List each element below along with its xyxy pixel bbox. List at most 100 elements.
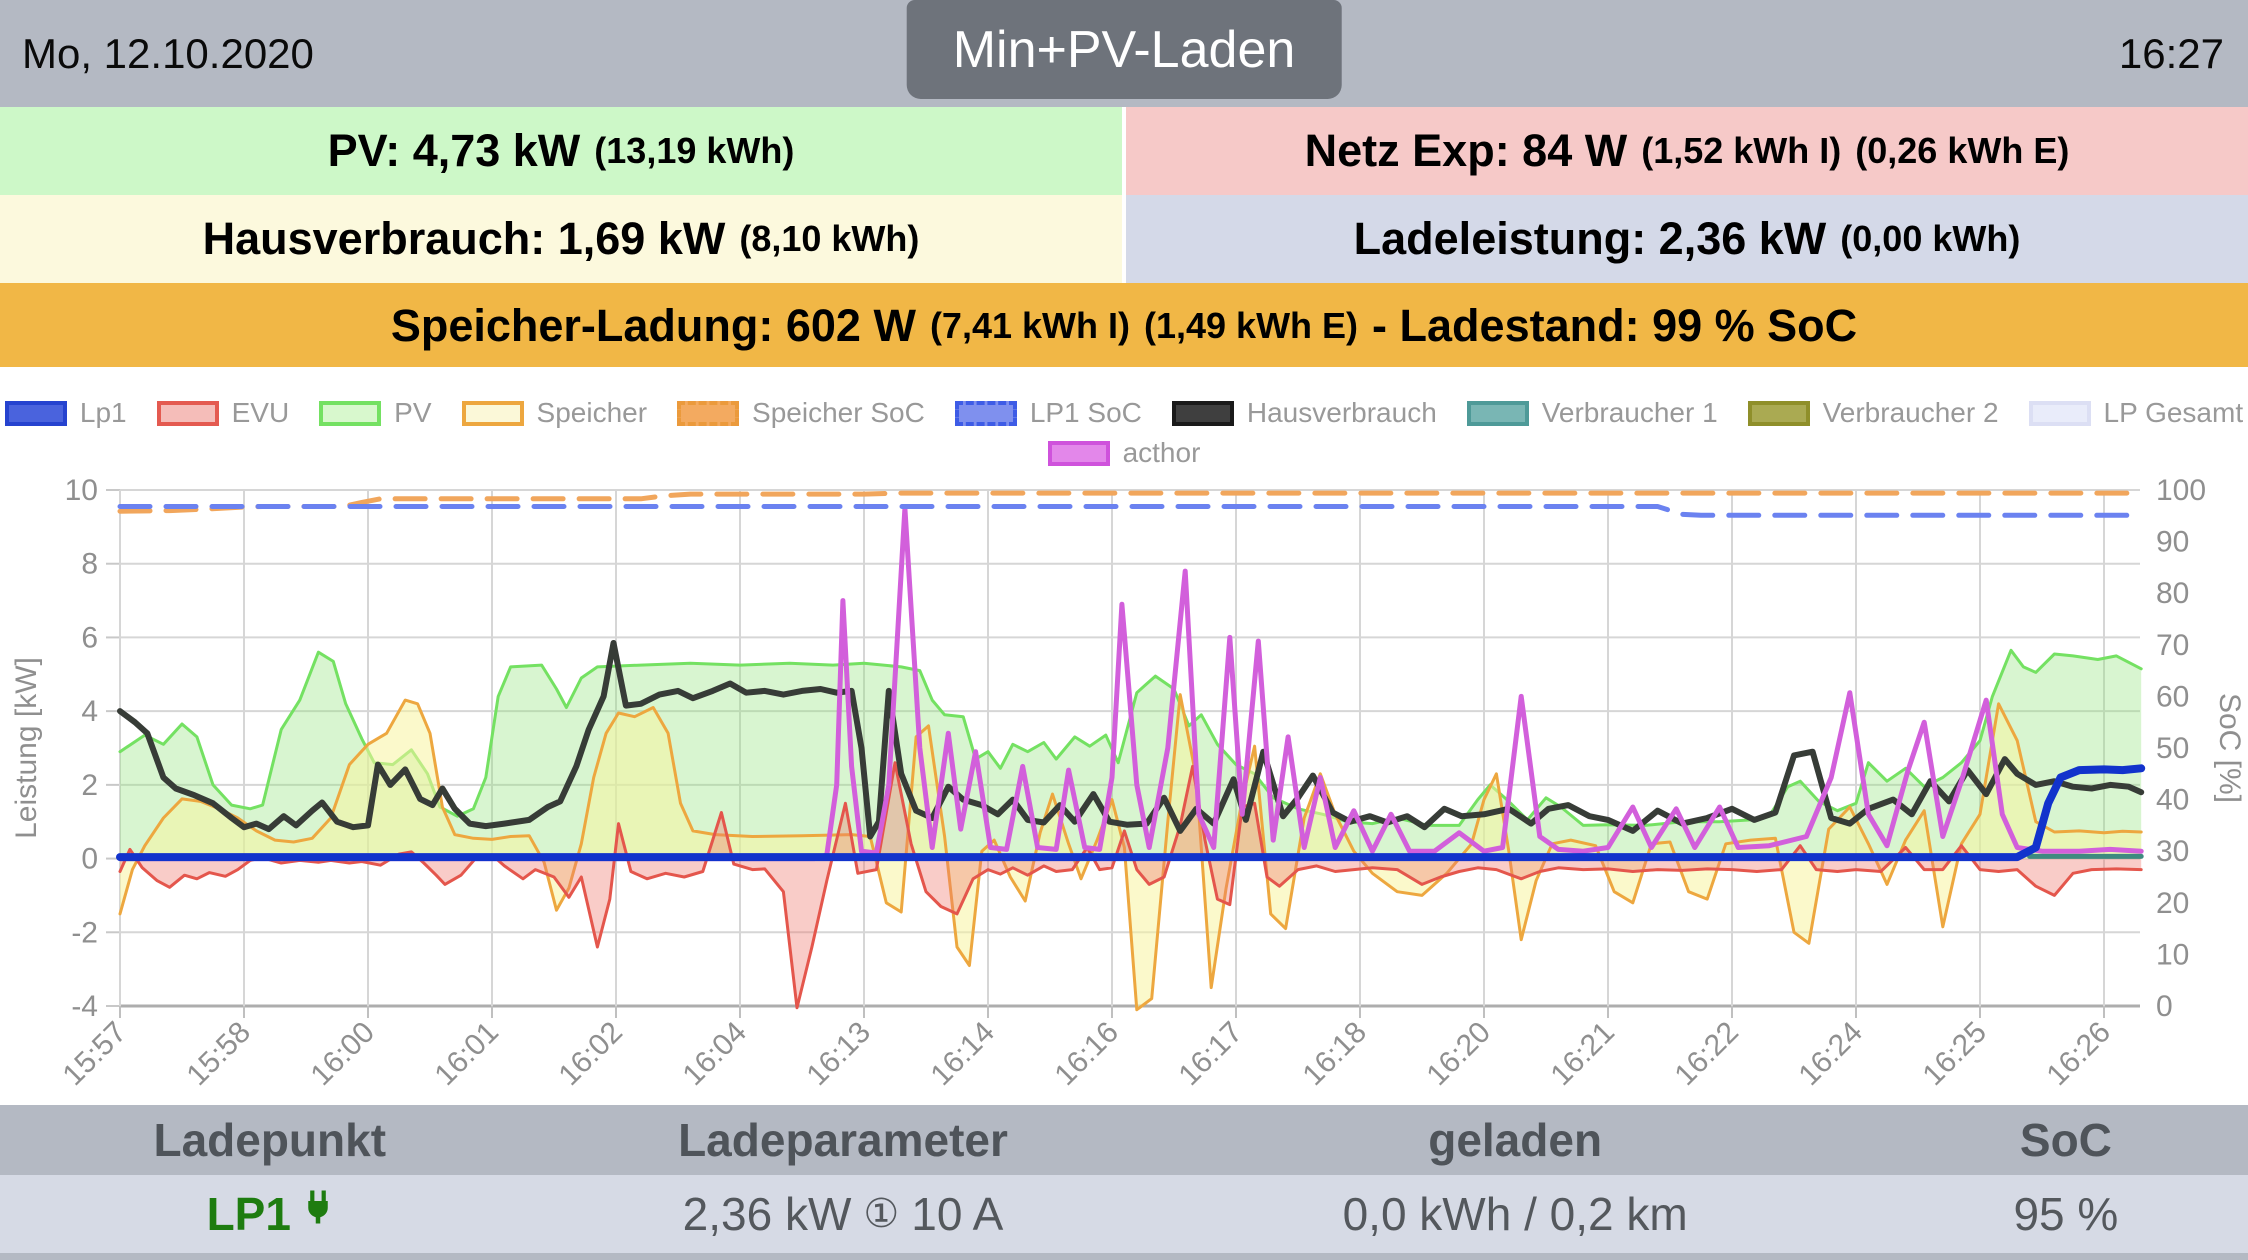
soc-cell: 95 % xyxy=(2013,1188,2119,1240)
svg-text:16:02: 16:02 xyxy=(553,1016,629,1092)
svg-text:0: 0 xyxy=(2156,990,2173,1023)
battery-soc: - Ladestand: 99 % SoC xyxy=(1372,299,1858,351)
table-row: LP1 2,36 kW ① 10 A 0,0 kWh / 0,2 km 95 % xyxy=(0,1175,2248,1253)
chargepoint-cell[interactable]: LP1 xyxy=(0,1187,540,1241)
house-power: Hausverbrauch: 1,69 kW xyxy=(202,213,726,264)
legend-swatch xyxy=(1047,440,1110,466)
svg-text:16:14: 16:14 xyxy=(925,1016,1001,1092)
grid-export-energy: (0,26 kWh E) xyxy=(1855,130,2070,171)
bottom-strip xyxy=(0,1253,2248,1260)
legend-swatch xyxy=(4,400,67,426)
legend-swatch xyxy=(319,400,382,426)
legend-item-speicher[interactable]: Speicher xyxy=(461,397,647,429)
phase-count-icon: ① xyxy=(863,1192,900,1236)
chart-legend-row-2: acthor xyxy=(0,433,2248,473)
legend-swatch xyxy=(1747,400,1810,426)
charge-energy: (0,00 kWh) xyxy=(1840,218,2021,259)
legend-item-lp1[interactable]: Lp1 xyxy=(4,397,127,429)
svg-text:16:25: 16:25 xyxy=(1917,1016,1993,1092)
charge-current-value: 10 A xyxy=(911,1188,1004,1240)
svg-text:-4: -4 xyxy=(71,990,98,1023)
svg-text:8: 8 xyxy=(81,548,98,581)
legend-item-acthor[interactable]: acthor xyxy=(1047,437,1200,469)
header-soc: SoC xyxy=(2019,1114,2112,1166)
legend-label: Verbraucher 1 xyxy=(1541,397,1718,428)
legend-item-speicher-soc[interactable]: Speicher SoC xyxy=(677,397,925,429)
legend-item-pv[interactable]: PV xyxy=(319,397,432,429)
chart-legend-row-1: Lp1 EVU PV Speicher Speicher SoC LP1 SoC Hausv… xyxy=(0,367,2248,433)
legend-swatch xyxy=(954,400,1017,426)
cell-divider xyxy=(1122,107,1126,195)
header-ladepunkt: Ladepunkt xyxy=(153,1114,387,1166)
svg-text:SoC [%]: SoC [%] xyxy=(2213,693,2246,803)
grid-power: Netz Exp: 84 W xyxy=(1304,125,1628,176)
svg-text:16:26: 16:26 xyxy=(2041,1016,2117,1092)
table-header-row: Ladepunkt Ladeparameter geladen SoC xyxy=(0,1105,2248,1175)
pv-energy: (13,19 kWh) xyxy=(594,130,795,171)
status-row-3: Speicher-Ladung: 602 W (7,41 kWh I) (1,4… xyxy=(0,283,2248,368)
legend-item-evu[interactable]: EVU xyxy=(156,397,290,429)
svg-text:6: 6 xyxy=(81,621,98,654)
svg-text:2: 2 xyxy=(81,769,98,802)
legend-item-lp-gesamt[interactable]: LP Gesamt xyxy=(2028,397,2244,429)
legend-label: Hausverbrauch xyxy=(1246,397,1437,428)
series-hausverbrauch xyxy=(117,640,2145,840)
svg-text:16:20: 16:20 xyxy=(1421,1016,1497,1092)
svg-text:16:21: 16:21 xyxy=(1545,1016,1621,1092)
legend-label: EVU xyxy=(231,397,290,428)
svg-text:16:01: 16:01 xyxy=(429,1016,505,1092)
legend-item-verbraucher-1[interactable]: Verbraucher 1 xyxy=(1466,397,1718,429)
charged-amount-cell: 0,0 kWh / 0,2 km xyxy=(1342,1188,1688,1240)
pv-power: PV: 4,73 kW xyxy=(327,125,581,176)
svg-text:100: 100 xyxy=(2156,475,2206,507)
svg-text:10: 10 xyxy=(2156,938,2189,971)
svg-text:16:00: 16:00 xyxy=(305,1016,381,1092)
legend-label: LP Gesamt xyxy=(2103,397,2244,428)
svg-text:16:16: 16:16 xyxy=(1049,1016,1125,1092)
legend-swatch xyxy=(1466,400,1529,426)
cell-divider xyxy=(1122,195,1126,283)
legend-label: Lp1 xyxy=(79,397,127,428)
legend-swatch xyxy=(1171,400,1234,426)
svg-text:80: 80 xyxy=(2156,577,2189,610)
house-energy: (8,10 kWh) xyxy=(739,218,920,259)
charge-power-cell: Ladeleistung: 2,36 kW (0,00 kWh) xyxy=(1126,195,2248,283)
series-acthor xyxy=(117,505,2144,862)
svg-text:-2: -2 xyxy=(71,916,98,949)
legend-item-verbraucher-2[interactable]: Verbraucher 2 xyxy=(1747,397,1999,429)
chargepoint-name: LP1 xyxy=(206,1188,291,1240)
header-geladen: geladen xyxy=(1428,1114,1603,1166)
house-consumption-cell: Hausverbrauch: 1,69 kW (8,10 kWh) xyxy=(0,195,1122,283)
svg-text:60: 60 xyxy=(2156,680,2189,713)
current-date: Mo, 12.10.2020 xyxy=(22,29,314,77)
legend-label: PV xyxy=(394,397,432,428)
battery-export-energy: (1,49 kWh E) xyxy=(1143,304,1359,346)
svg-text:10: 10 xyxy=(65,475,98,507)
series-lp1-soc xyxy=(117,504,2144,518)
svg-text:16:18: 16:18 xyxy=(1297,1016,1373,1092)
svg-text:15:58: 15:58 xyxy=(181,1016,257,1092)
plug-icon xyxy=(303,1187,333,1241)
charge-mode-button[interactable]: Min+PV-Laden xyxy=(906,0,1342,99)
header-ladeparameter: Ladeparameter xyxy=(678,1114,1008,1166)
svg-text:16:24: 16:24 xyxy=(1793,1016,1869,1092)
legend-swatch xyxy=(461,400,524,426)
series-lp1 xyxy=(116,764,2146,862)
svg-text:30: 30 xyxy=(2156,835,2189,868)
legend-item-hausverbrauch[interactable]: Hausverbrauch xyxy=(1171,397,1437,429)
battery-status-cell: Speicher-Ladung: 602 W (7,41 kWh I) (1,4… xyxy=(0,283,2248,368)
svg-text:15:57: 15:57 xyxy=(57,1016,133,1092)
energy-status-panel: PV: 4,73 kW (13,19 kWh) Netz Exp: 84 W (… xyxy=(0,107,2248,368)
legend-label: Verbraucher 2 xyxy=(1822,397,1999,428)
chargepoint-table: Ladepunkt Ladeparameter geladen SoC LP1 … xyxy=(0,1105,2248,1260)
status-row-1: PV: 4,73 kW (13,19 kWh) Netz Exp: 84 W (… xyxy=(0,107,2248,195)
grid-import-energy: (1,52 kWh I) xyxy=(1641,130,1842,171)
legend-item-lp1-soc[interactable]: LP1 SoC xyxy=(954,397,1142,429)
svg-text:16:04: 16:04 xyxy=(677,1016,753,1092)
legend-swatch xyxy=(677,400,740,426)
legend-swatch xyxy=(156,400,219,426)
legend-label: Speicher SoC xyxy=(752,397,925,428)
svg-text:40: 40 xyxy=(2156,784,2189,817)
current-time: 16:27 xyxy=(2118,29,2224,77)
